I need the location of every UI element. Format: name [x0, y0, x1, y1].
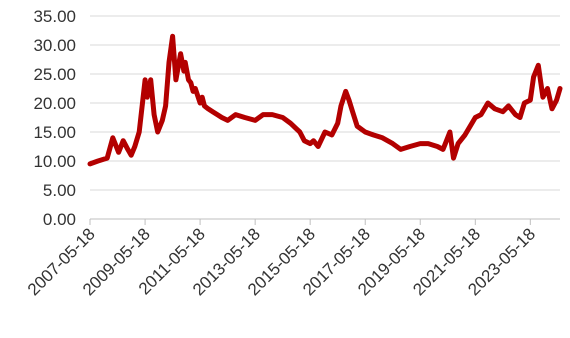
x-tick-labels: 2007-05-182009-05-182011-05-182013-05-18… [24, 224, 539, 299]
axes [89, 218, 560, 225]
y-tick-label: 35.00 [33, 7, 76, 26]
y-tick-label: 25.00 [33, 65, 76, 84]
y-tick-label: 0.00 [43, 210, 76, 229]
series [87, 33, 563, 167]
y-tick-label: 30.00 [33, 36, 76, 55]
y-tick-label: 10.00 [33, 152, 76, 171]
y-tick-label: 20.00 [33, 94, 76, 113]
y-tick-labels: 0.00 5.00 10.00 15.00 20.00 25.00 30.00 35.00 [33, 7, 76, 229]
series-line [87, 33, 563, 167]
y-tick-label: 5.00 [43, 181, 76, 200]
y-tick-label: 15.00 [33, 123, 76, 142]
